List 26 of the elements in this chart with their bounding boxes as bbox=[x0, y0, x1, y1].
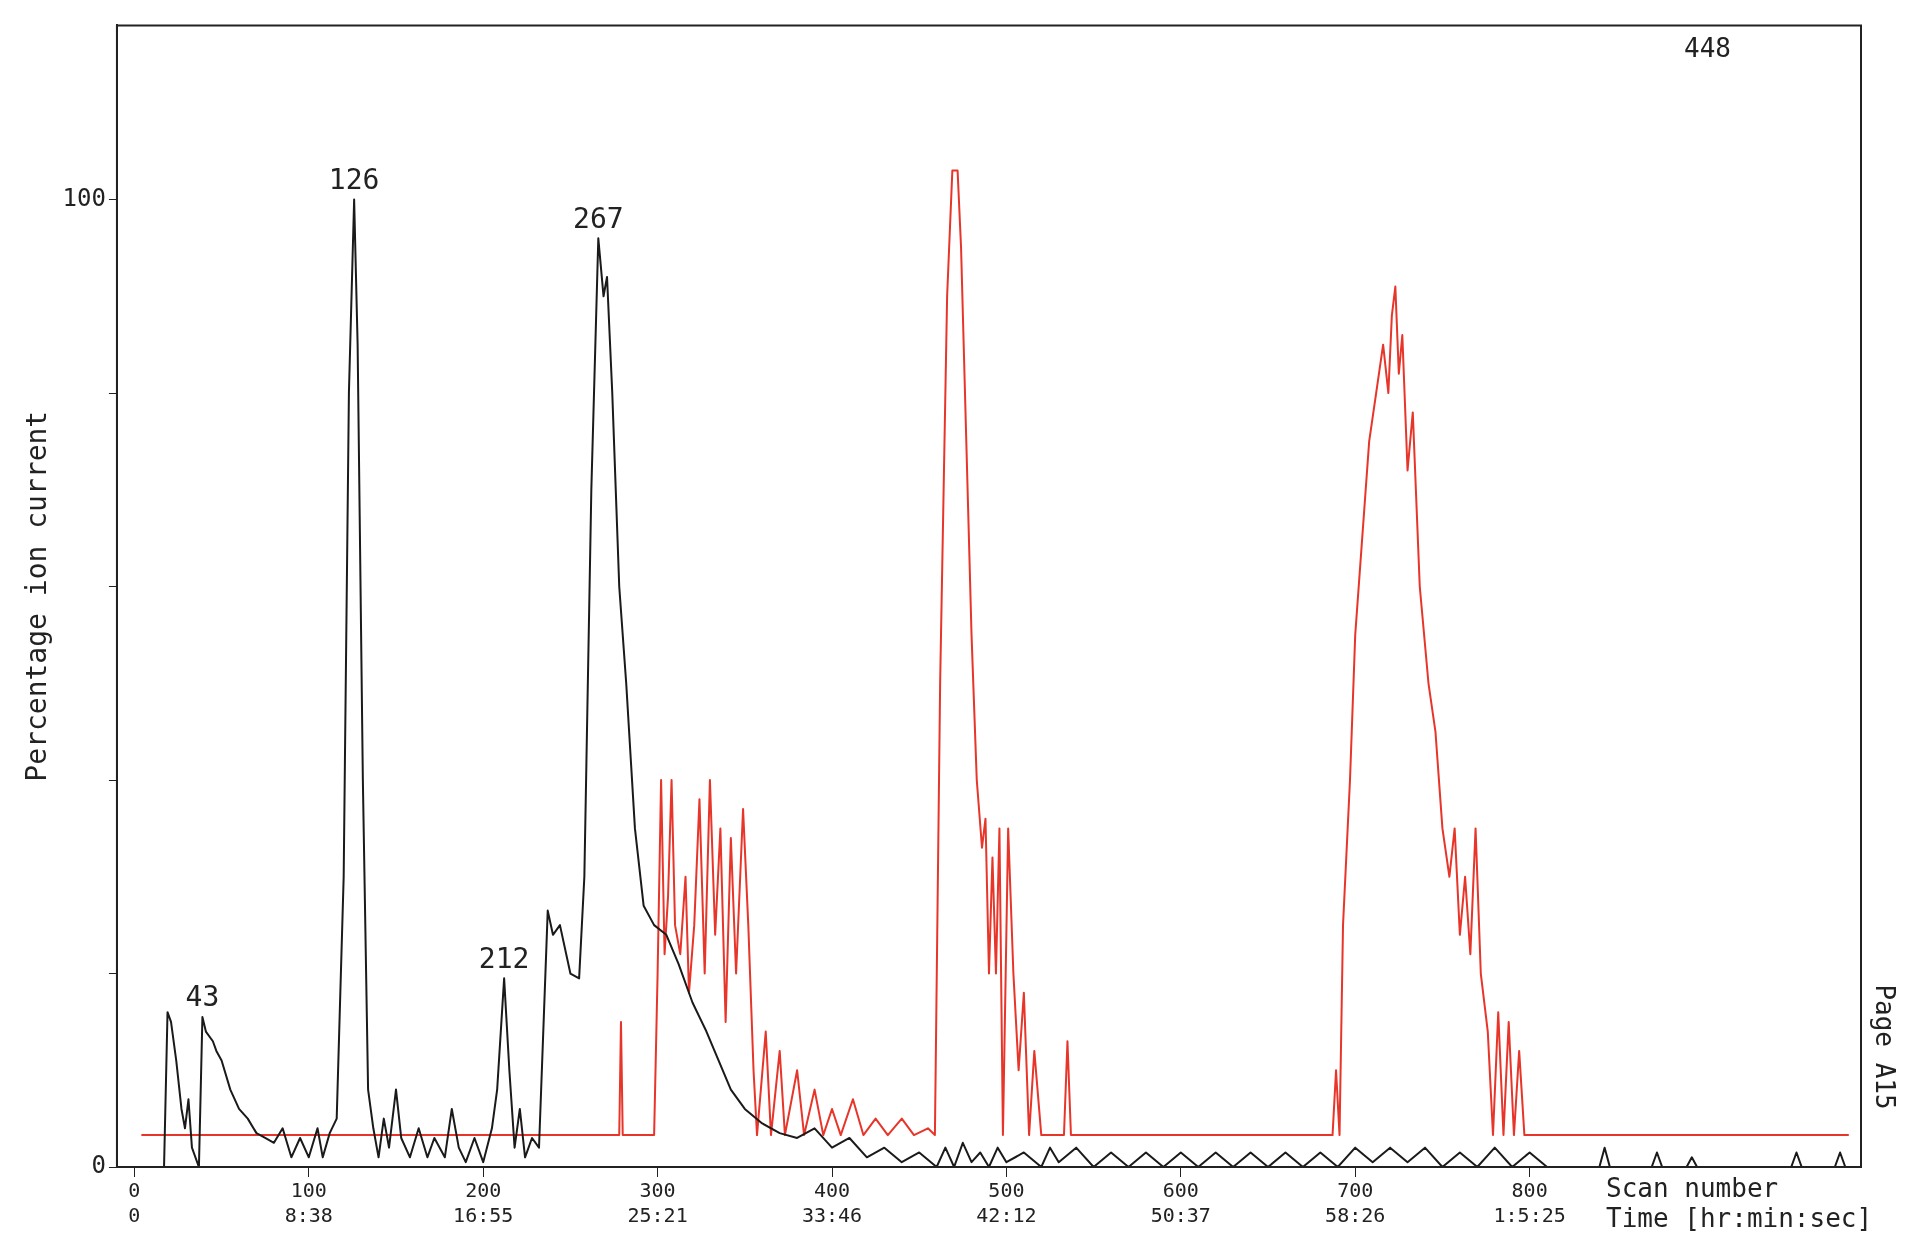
x-axis-title: Scan number Time [hr:min:sec] bbox=[1606, 1172, 1873, 1233]
text: 0 bbox=[128, 1203, 141, 1228]
text: Page A15 bbox=[1870, 984, 1901, 1110]
text: 8:38 bbox=[284, 1203, 333, 1228]
annotation: 43 bbox=[185, 980, 220, 1014]
x-tick-label: 500 bbox=[988, 1178, 1025, 1203]
annotation: 126 bbox=[328, 162, 380, 196]
text: 1:5:25 bbox=[1493, 1203, 1566, 1228]
x-tick-label: 700 bbox=[1337, 1178, 1374, 1203]
text: 50:37 bbox=[1150, 1203, 1211, 1228]
x-tick-label: 600 bbox=[1162, 1178, 1199, 1203]
x-tick-label: 300 bbox=[639, 1178, 676, 1203]
x-tick-label: 0 bbox=[128, 1178, 141, 1203]
text: 16:55 bbox=[453, 1203, 514, 1228]
annotation: 448 bbox=[1684, 33, 1731, 64]
annotation: 212 bbox=[478, 941, 530, 975]
annotation: 267 bbox=[573, 201, 624, 235]
text: 25:21 bbox=[627, 1203, 688, 1228]
y-axis-title: Percentage ion current bbox=[20, 410, 54, 782]
text: 33:46 bbox=[801, 1203, 863, 1228]
text: 58:26 bbox=[1325, 1203, 1386, 1228]
text: 42:12 bbox=[976, 1203, 1037, 1228]
x-tick-label: 200 bbox=[465, 1178, 502, 1203]
x-tick-label: 800 bbox=[1511, 1178, 1548, 1203]
x-tick-label: 400 bbox=[813, 1178, 851, 1203]
x-tick-label: 100 bbox=[290, 1178, 327, 1203]
